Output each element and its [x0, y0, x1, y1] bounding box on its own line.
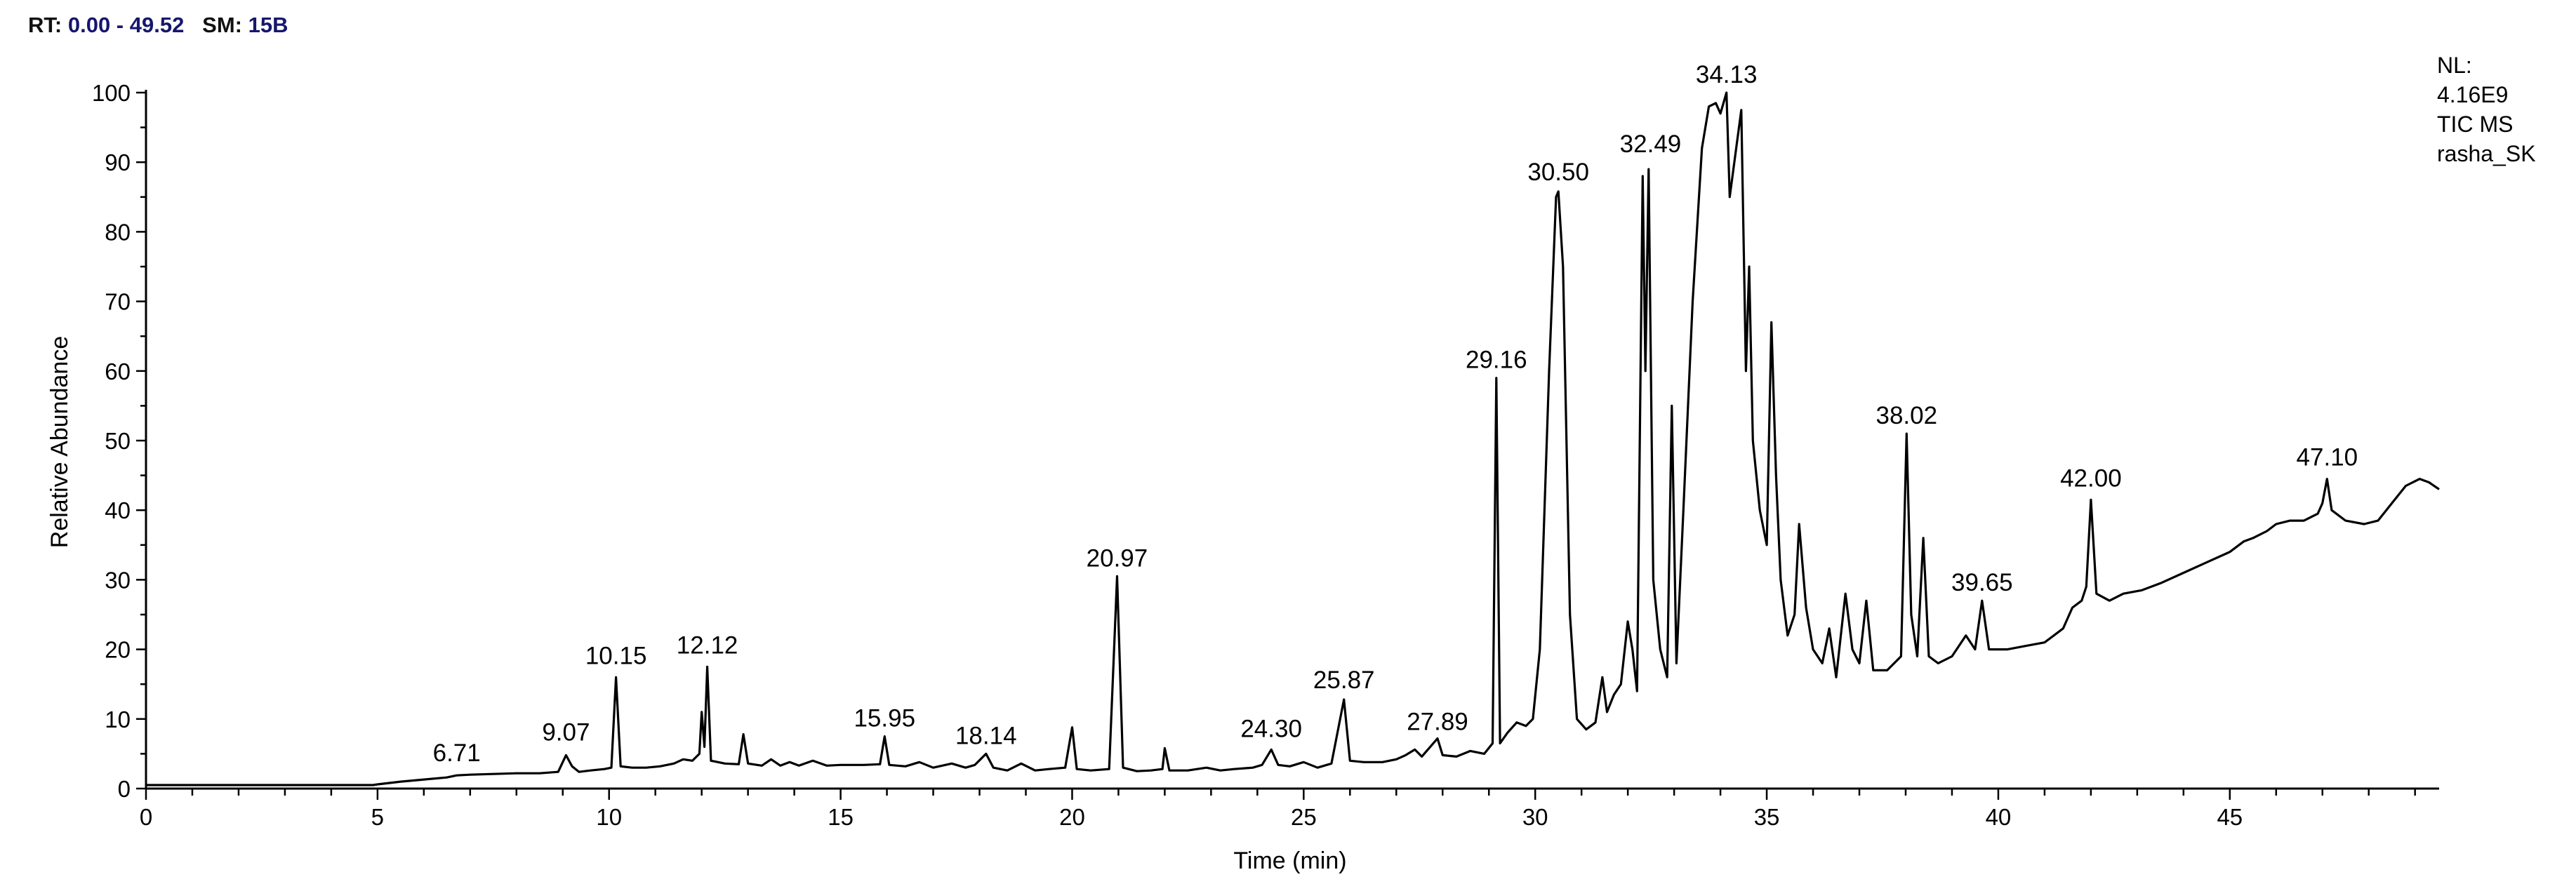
x-tick-label: 25: [1291, 804, 1317, 830]
tic-trace: [146, 91, 2440, 786]
x-tick-label: 0: [140, 804, 152, 830]
rt-label: RT:: [28, 13, 62, 37]
scan-filter: TIC MS: [2437, 112, 2514, 137]
x-tick-label: 10: [596, 804, 622, 830]
peak-label: 34.13: [1696, 61, 1758, 88]
peak-label: 20.97: [1087, 544, 1148, 572]
y-tick-label: 40: [105, 497, 131, 523]
rt-sm-header: RT: 0.00 - 49.52 SM: 15B: [28, 13, 288, 38]
y-tick-label: 70: [105, 289, 131, 315]
rt-range-value: 0.00 - 49.52: [67, 13, 185, 37]
nl-label: NL:: [2437, 53, 2472, 78]
peak-label: 15.95: [854, 705, 915, 732]
y-tick-label: 30: [105, 567, 131, 593]
sample-name: rasha_SK: [2437, 141, 2536, 166]
peak-label: 27.89: [1407, 709, 1468, 736]
y-tick-label: 10: [105, 706, 131, 732]
x-tick-label: 20: [1059, 804, 1085, 830]
y-tick-label: 100: [92, 80, 131, 106]
peak-label: 30.50: [1527, 159, 1589, 186]
peak-label: 6.71: [433, 739, 481, 767]
axes: 0 10 20 30 40 50 60 70 80 90 100 0 5 10 15 20 25 30 35 40 45: [92, 80, 2439, 830]
peak-label: 18.14: [955, 722, 1017, 749]
y-tick-label: 80: [105, 219, 131, 245]
x-tick-label: 30: [1522, 804, 1548, 830]
peak-label: 47.10: [2297, 444, 2358, 471]
peak-label: 12.12: [677, 631, 738, 659]
peak-label: 42.00: [2060, 464, 2122, 492]
x-tick-label: 45: [2217, 804, 2243, 830]
y-tick-label: 20: [105, 637, 131, 663]
sm-value: 15B: [248, 13, 288, 37]
peak-labels: 6.71 9.07 10.15 12.12 15.95 18.14 20.97 24.30 25…: [433, 61, 2358, 767]
peak-label: 39.65: [1951, 569, 2013, 596]
x-tick-label: 35: [1754, 804, 1780, 830]
peak-label: 9.07: [542, 718, 590, 746]
x-axis-label: Time (min): [1233, 848, 1346, 874]
peak-label: 32.49: [1620, 130, 1682, 158]
tic-trace-layer: [146, 91, 2440, 786]
y-tick-label: 60: [105, 359, 131, 384]
y-axis-label: Relative Abundance: [46, 336, 73, 548]
peak-label: 25.87: [1313, 666, 1375, 694]
peak-label: 29.16: [1466, 347, 1527, 374]
y-tick-label: 90: [105, 149, 131, 175]
peak-label: 24.30: [1240, 715, 1302, 742]
peak-label: 10.15: [585, 642, 647, 669]
y-tick-label: 0: [118, 776, 131, 802]
sm-label: SM:: [202, 13, 242, 37]
x-tick-label: 40: [1986, 804, 2012, 830]
x-tick-label: 5: [371, 804, 384, 830]
nl-value: 4.16E9: [2437, 82, 2509, 107]
y-tick-label: 50: [105, 428, 131, 454]
peak-label: 38.02: [1876, 402, 1938, 429]
normalization-info: NL: 4.16E9 TIC MS rasha_SK: [2437, 51, 2536, 168]
x-tick-label: 15: [828, 804, 854, 830]
